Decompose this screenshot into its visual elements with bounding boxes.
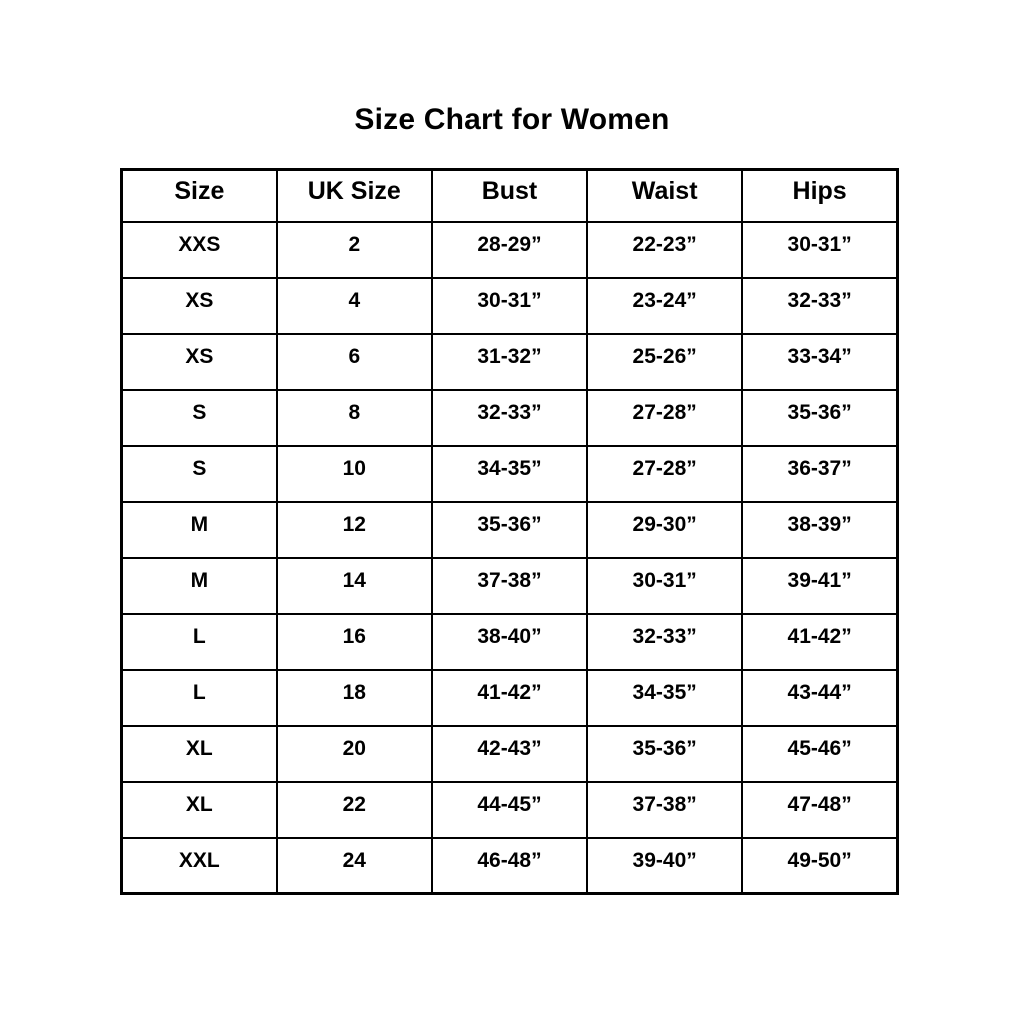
table-row: L 16 38-40” 32-33” 41-42” bbox=[120, 612, 899, 671]
header-cell: Bust bbox=[430, 168, 589, 223]
table-cell: 4 bbox=[275, 276, 433, 335]
table-cell: 39-40” bbox=[586, 836, 744, 895]
table-cell: 18 bbox=[275, 668, 433, 727]
table-cell: 14 bbox=[275, 556, 433, 615]
table-cell: 35-36” bbox=[586, 724, 744, 783]
header-cell: UK Size bbox=[275, 168, 433, 223]
table-cell: 33-34” bbox=[741, 332, 899, 391]
table-cell: S bbox=[120, 388, 278, 447]
table-cell: 30-31” bbox=[430, 276, 589, 335]
table-cell: 2 bbox=[275, 220, 433, 279]
table-cell: XS bbox=[120, 332, 278, 391]
table-body: XXS 2 28-29” 22-23” 30-31” XS 4 30-31” 23-24” 32-… bbox=[120, 220, 899, 895]
table-cell: L bbox=[120, 612, 278, 671]
table-cell: 42-43” bbox=[430, 724, 589, 783]
table-cell: 38-39” bbox=[741, 500, 899, 559]
table-cell: 10 bbox=[275, 444, 433, 503]
table-cell: 29-30” bbox=[586, 500, 744, 559]
table-cell: 39-41” bbox=[741, 556, 899, 615]
table-cell: XS bbox=[120, 276, 278, 335]
table-cell: 34-35” bbox=[430, 444, 589, 503]
header-row: Size UK Size Bust Waist Hips bbox=[120, 168, 899, 223]
table-cell: 23-24” bbox=[586, 276, 744, 335]
table-cell: XXS bbox=[120, 220, 278, 279]
table-row: L 18 41-42” 34-35” 43-44” bbox=[120, 668, 899, 727]
table-cell: 46-48” bbox=[430, 836, 589, 895]
size-chart-table: Size UK Size Bust Waist Hips XXS 2 28-29” 22-23… bbox=[120, 168, 899, 895]
table-cell: L bbox=[120, 668, 278, 727]
table-cell: 34-35” bbox=[586, 668, 744, 727]
header-cell: Size bbox=[120, 168, 278, 223]
table-cell: XL bbox=[120, 780, 278, 839]
page-title: Size Chart for Women bbox=[354, 103, 670, 136]
table-cell: 49-50” bbox=[741, 836, 899, 895]
table-row: M 14 37-38” 30-31” 39-41” bbox=[120, 556, 899, 615]
table-cell: 6 bbox=[275, 332, 433, 391]
table-cell: 32-33” bbox=[430, 388, 589, 447]
table-cell: 44-45” bbox=[430, 780, 589, 839]
table-cell: 25-26” bbox=[586, 332, 744, 391]
table-cell: 22-23” bbox=[586, 220, 744, 279]
table-cell: 32-33” bbox=[741, 276, 899, 335]
table-cell: M bbox=[120, 500, 278, 559]
table-cell: 35-36” bbox=[741, 388, 899, 447]
table-cell: 12 bbox=[275, 500, 433, 559]
table-cell: S bbox=[120, 444, 278, 503]
table-cell: 32-33” bbox=[586, 612, 744, 671]
table-cell: 30-31” bbox=[741, 220, 899, 279]
table-cell: 41-42” bbox=[741, 612, 899, 671]
table-cell: 28-29” bbox=[430, 220, 589, 279]
table-cell: 36-37” bbox=[741, 444, 899, 503]
table-cell: 31-32” bbox=[430, 332, 589, 391]
table-row: XXS 2 28-29” 22-23” 30-31” bbox=[120, 220, 899, 279]
table-cell: 45-46” bbox=[741, 724, 899, 783]
table-cell: 37-38” bbox=[586, 780, 744, 839]
table-cell: 20 bbox=[275, 724, 433, 783]
table-cell: 27-28” bbox=[586, 388, 744, 447]
table-cell: 24 bbox=[275, 836, 433, 895]
table-row: XL 20 42-43” 35-36” 45-46” bbox=[120, 724, 899, 783]
table-row: XXL 24 46-48” 39-40” 49-50” bbox=[120, 836, 899, 895]
table-row: S 8 32-33” 27-28” 35-36” bbox=[120, 388, 899, 447]
table-row: XS 6 31-32” 25-26” 33-34” bbox=[120, 332, 899, 391]
header-cell: Hips bbox=[741, 168, 899, 223]
table-cell: 16 bbox=[275, 612, 433, 671]
table-cell: XL bbox=[120, 724, 278, 783]
table-cell: 35-36” bbox=[430, 500, 589, 559]
table-row: XL 22 44-45” 37-38” 47-48” bbox=[120, 780, 899, 839]
table-row: M 12 35-36” 29-30” 38-39” bbox=[120, 500, 899, 559]
table-cell: 47-48” bbox=[741, 780, 899, 839]
table-cell: 37-38” bbox=[430, 556, 589, 615]
table-row: S 10 34-35” 27-28” 36-37” bbox=[120, 444, 899, 503]
table-cell: 27-28” bbox=[586, 444, 744, 503]
table-cell: 22 bbox=[275, 780, 433, 839]
table-row: XS 4 30-31” 23-24” 32-33” bbox=[120, 276, 899, 335]
table-cell: 30-31” bbox=[586, 556, 744, 615]
table-cell: 8 bbox=[275, 388, 433, 447]
header-cell: Waist bbox=[586, 168, 744, 223]
table-header: Size UK Size Bust Waist Hips bbox=[120, 168, 899, 223]
table-cell: XXL bbox=[120, 836, 278, 895]
table-cell: 38-40” bbox=[430, 612, 589, 671]
table-cell: 41-42” bbox=[430, 668, 589, 727]
table-cell: 43-44” bbox=[741, 668, 899, 727]
table-cell: M bbox=[120, 556, 278, 615]
